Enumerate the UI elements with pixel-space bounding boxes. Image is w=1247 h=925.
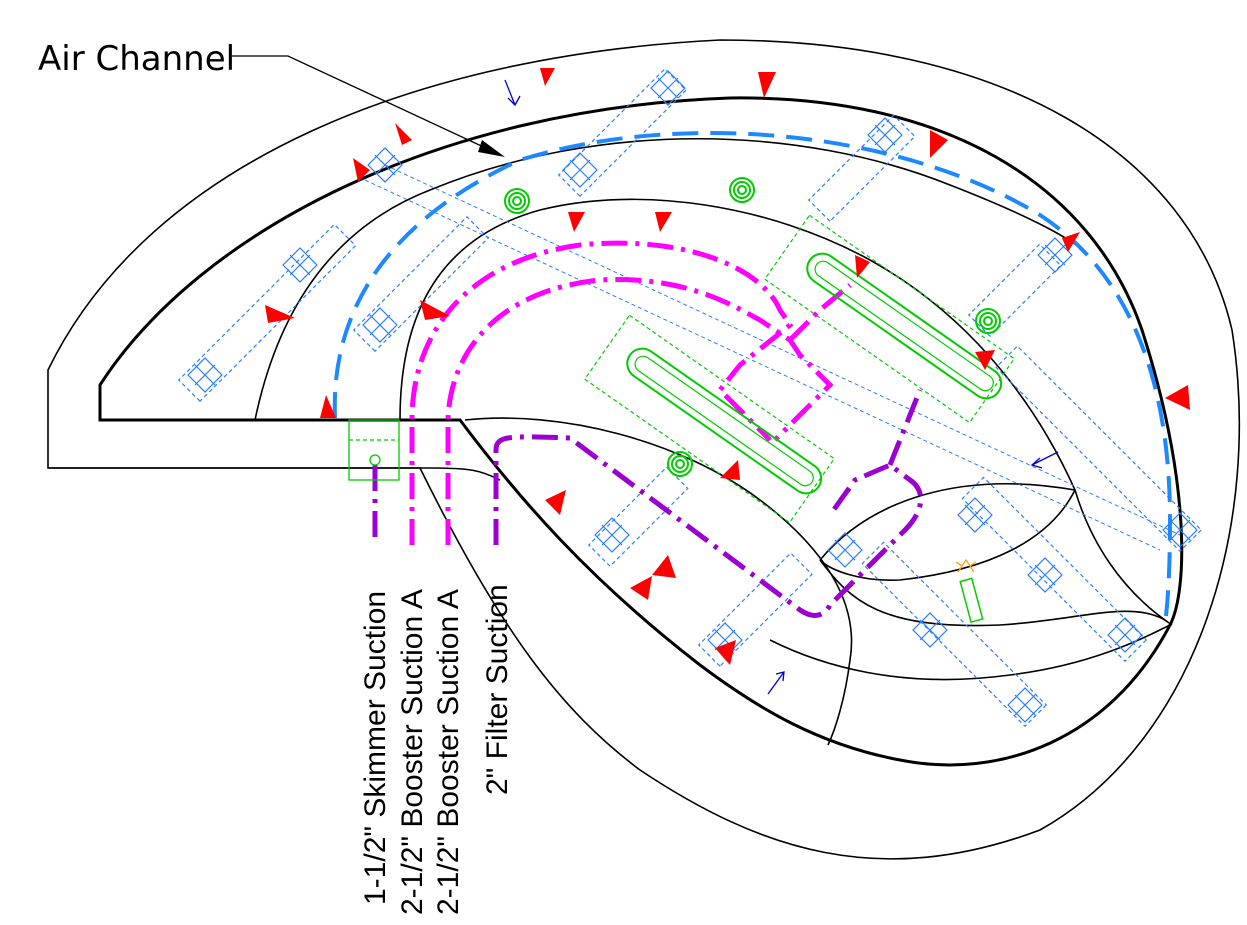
skimmer-suction-label: 1-1/2" Skimmer Suction <box>359 591 392 905</box>
return-arrow <box>568 212 585 232</box>
return-arrow <box>975 350 995 370</box>
return-arrow <box>758 72 776 98</box>
step-arc-1 <box>819 483 1076 561</box>
return-arrow <box>395 123 412 145</box>
bench-drain-frame <box>583 314 836 524</box>
jet-box <box>352 216 489 353</box>
callout-leader <box>232 55 491 151</box>
return-arrow <box>1165 385 1190 410</box>
return-arrow <box>353 158 370 182</box>
return-arrow <box>320 395 336 418</box>
return-arrow <box>545 490 566 515</box>
flow-arrow <box>504 79 521 107</box>
return-arrow <box>652 555 676 578</box>
air-channel-callout: Air Channel <box>38 39 505 157</box>
booster-branch <box>788 283 852 342</box>
return-arrow <box>1062 232 1080 252</box>
jet-box <box>961 476 1148 663</box>
bench-drain <box>806 252 1003 400</box>
jet-box <box>807 114 916 223</box>
bench-drain <box>626 347 823 495</box>
jet-box <box>557 68 687 198</box>
pool-light <box>955 558 984 624</box>
jet-x-markers <box>187 70 1198 723</box>
sun-shelf-outline <box>464 417 853 746</box>
outer-deck-outline <box>47 39 1241 860</box>
return-arrow <box>720 460 740 480</box>
return-arrow <box>420 300 450 320</box>
callout-arrowhead <box>478 140 505 157</box>
pool-outlines <box>47 39 1241 860</box>
filter-suction-line <box>493 434 924 618</box>
air-channel-line <box>332 131 1173 626</box>
air-channel-label: Air Channel <box>38 39 235 79</box>
return-arrow <box>930 130 948 158</box>
pool-wall-outline <box>98 96 1184 767</box>
bench-curve <box>819 489 1076 581</box>
return-arrow <box>540 68 555 86</box>
step-arc-2 <box>819 559 1166 627</box>
booster-suction-lines <box>409 240 852 545</box>
jet-box <box>587 466 689 568</box>
floor-returns <box>504 177 1001 477</box>
booster-suction-a-label-2: 2-1/2" Booster Suction A <box>432 589 465 915</box>
filter-suction-label: 2" Filter Suction <box>481 584 514 795</box>
flow-arrow <box>767 671 785 695</box>
bench-drain-frame <box>763 214 1016 424</box>
return-fittings <box>265 68 1190 665</box>
return-arrow <box>715 640 736 665</box>
jet-box <box>861 541 1048 728</box>
flow-arrows <box>504 79 1059 695</box>
jet-feed-lines <box>364 164 1181 551</box>
pipe-labels: 1-1/2" Skimmer Suction 2-1/2" Booster Su… <box>359 584 514 915</box>
skimmer <box>348 419 400 481</box>
jet-box <box>697 552 813 668</box>
jet-boxes <box>177 68 1203 728</box>
bench-drain-areas <box>583 214 1016 524</box>
skimmer-filter-suction-lines <box>372 389 924 618</box>
flow-arrow <box>1030 451 1059 469</box>
bench-drain-inner <box>814 260 994 392</box>
jet-box <box>967 243 1062 338</box>
booster-suction-a-2 <box>445 277 834 545</box>
bench-drain-inner <box>634 355 814 487</box>
return-arrow <box>655 212 672 232</box>
deck-edge-step <box>48 467 501 481</box>
inner-bench-outline <box>399 198 1173 626</box>
booster-suction-a-label-1: 2-1/2" Booster Suction A <box>396 589 429 915</box>
return-arrow <box>630 576 652 600</box>
filter-branch <box>887 389 923 466</box>
inner-lounge-outline <box>254 137 1081 421</box>
booster-suction-a-1 <box>409 240 794 545</box>
return-arrow <box>265 305 295 323</box>
return-arrow <box>855 255 870 278</box>
